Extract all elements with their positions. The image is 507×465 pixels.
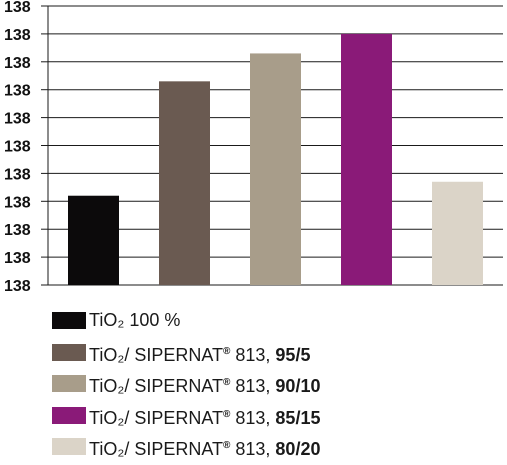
bar <box>250 53 301 286</box>
y-tick-label: 138 <box>4 222 31 239</box>
y-tick-label: 138 <box>4 250 31 267</box>
legend-swatch <box>52 312 86 329</box>
y-tick-label: 138 <box>4 27 31 44</box>
bar <box>432 181 483 285</box>
legend: TiO₂ 100 % TiO₂/ SIPERNAT® 813, 95/5 TiO… <box>52 307 492 465</box>
y-tick-label: 138 <box>4 166 31 183</box>
bar <box>159 81 210 285</box>
legend-label-mid: 813, <box>230 344 276 365</box>
registered-mark: ® <box>223 440 231 451</box>
y-tick-label: 138 <box>4 111 31 128</box>
legend-label-mid: 813, <box>230 376 276 396</box>
y-tick-label: 138 <box>4 194 31 211</box>
y-tick-label: 138 <box>4 83 31 100</box>
legend-item-90-10: TiO₂/ SIPERNAT® 813, 90/10 <box>52 370 492 398</box>
legend-label-ratio: 80/20 <box>275 439 321 459</box>
y-tick-label: 138 <box>4 139 31 156</box>
page: { "chart_data": { "type": "bar", "catego… <box>4 0 503 459</box>
legend-label-prefix: TiO₂/ SIPERNAT <box>89 376 223 396</box>
y-tick-label: 138 <box>4 278 31 295</box>
registered-mark: ® <box>223 377 231 388</box>
legend-item-tio2-100: TiO₂ 100 % <box>52 307 492 335</box>
legend-item-85-15: TiO₂/ SIPERNAT® 813, 85/15 <box>52 402 492 430</box>
legend-label: TiO₂ 100 % <box>89 307 180 333</box>
legend-label-ratio: 85/15 <box>275 407 321 428</box>
legend-label: TiO₂/ SIPERNAT® 813, 80/20 <box>89 433 320 462</box>
legend-label-prefix: TiO₂/ SIPERNAT <box>89 407 223 428</box>
legend-label-prefix: TiO₂/ SIPERNAT <box>89 439 223 459</box>
registered-mark: ® <box>223 408 231 420</box>
legend-label-prefix: TiO₂/ SIPERNAT <box>89 344 223 365</box>
legend-swatch <box>52 375 86 392</box>
legend-swatch <box>52 406 86 424</box>
legend-label-ratio: 90/10 <box>275 376 321 396</box>
bar <box>68 195 119 285</box>
bar <box>341 33 392 286</box>
legend-label-mid: 813, <box>230 439 276 459</box>
legend-swatch <box>52 343 86 361</box>
legend-swatch <box>52 438 86 455</box>
legend-label-prefix: TiO₂ 100 % <box>89 310 181 330</box>
legend-label: TiO₂/ SIPERNAT® 813, 85/15 <box>89 402 320 431</box>
y-tick-label: 138 <box>4 0 31 16</box>
legend-label-ratio: 95/5 <box>275 344 311 365</box>
legend-label-mid: 813, <box>230 407 276 428</box>
legend-label: TiO₂/ SIPERNAT® 813, 90/10 <box>89 370 320 399</box>
legend-item-80-20: TiO₂/ SIPERNAT® 813, 80/20 <box>52 433 492 461</box>
legend-item-95-5: TiO₂/ SIPERNAT® 813, 95/5 <box>52 339 492 367</box>
y-tick-label: 138 <box>4 55 31 72</box>
bar-chart: 138 138 138 138 138 138 138 138 138 138 138 <box>4 0 503 295</box>
registered-mark: ® <box>223 345 231 357</box>
legend-label: TiO₂/ SIPERNAT® 813, 95/5 <box>89 339 310 368</box>
